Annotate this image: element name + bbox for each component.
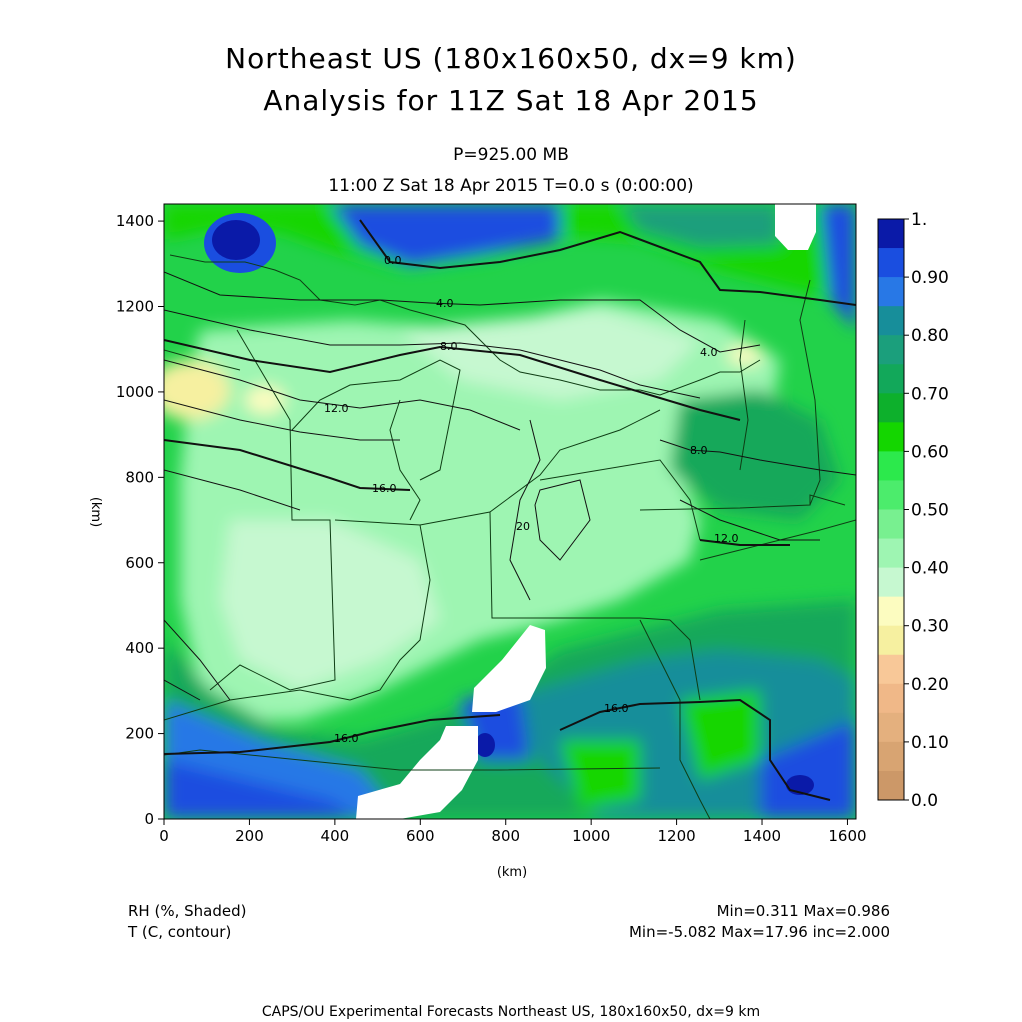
temperature-min-max: Min=-5.082 Max=17.96 inc=2.000 bbox=[628, 923, 890, 941]
colorbar: 1. 0.90 0.80 0.70 0.60 0.50 0.40 0.30 0.20 0.10 0.… bbox=[877, 210, 949, 811]
colorbar-label: 0.0 bbox=[911, 791, 938, 811]
colorbar-swatch bbox=[878, 683, 904, 714]
colorbar-swatch bbox=[878, 567, 904, 598]
y-tick-label: 200 bbox=[125, 725, 154, 743]
temperature-contours bbox=[164, 219, 856, 801]
colorbar-swatch bbox=[878, 393, 904, 423]
colorbar-label: 0.70 bbox=[911, 384, 949, 404]
colorbar-swatch bbox=[878, 306, 904, 336]
x-tick-label: 600 bbox=[406, 827, 435, 845]
colorbar-swatch bbox=[878, 422, 904, 452]
valid-time: 11:00 Z Sat 18 Apr 2015 T=0.0 s (0:00:00… bbox=[328, 176, 694, 196]
contour-label: 4.0 bbox=[700, 346, 718, 359]
temperature-field-label: T (C, contour) bbox=[128, 923, 232, 941]
colorbar-label: 0.30 bbox=[911, 617, 949, 637]
x-axis: 0 200 400 600 800 1000 1200 1400 1600 bbox=[159, 819, 867, 845]
colorbar-swatch bbox=[878, 364, 904, 394]
plot-frame bbox=[163, 203, 857, 820]
x-tick-label: 1400 bbox=[743, 827, 781, 845]
contour-label: 0.0 bbox=[384, 254, 402, 267]
map-title-line1: Northeast US (180x160x50, dx=9 km) bbox=[225, 42, 797, 75]
colorbar-label: 0.10 bbox=[911, 733, 949, 753]
y-tick-label: 800 bbox=[125, 468, 154, 486]
y-axis: 0 200 400 600 800 1000 1200 1400 bbox=[116, 212, 164, 828]
y-tick-label: 1400 bbox=[116, 212, 154, 230]
contour-label: 16.0 bbox=[334, 732, 359, 745]
x-tick-label: 1000 bbox=[572, 827, 610, 845]
contour-label: 12.0 bbox=[714, 532, 739, 545]
colorbar-label: 1. bbox=[911, 210, 927, 230]
contour-label: 20 bbox=[516, 520, 530, 533]
contour-label: 16.0 bbox=[604, 702, 629, 715]
x-axis-title: (km) bbox=[497, 865, 527, 880]
colorbar-swatch bbox=[878, 596, 904, 627]
colorbar-label: 0.50 bbox=[911, 501, 949, 521]
colorbar-swatch bbox=[878, 538, 904, 569]
rh-min-max: Min=0.311 Max=0.986 bbox=[716, 902, 890, 920]
colorbar-swatch bbox=[878, 712, 904, 743]
geographic-boundaries bbox=[164, 254, 856, 819]
colorbar-swatch bbox=[878, 335, 904, 365]
x-tick-label: 0 bbox=[159, 827, 169, 845]
colorbar-label: 0.90 bbox=[911, 268, 949, 288]
colorbar-swatch bbox=[878, 741, 904, 772]
rh-field-label: RH (%, Shaded) bbox=[128, 902, 247, 920]
colorbar-swatch bbox=[878, 509, 904, 540]
colorbar-swatch bbox=[878, 248, 904, 278]
colorbar-label: 0.40 bbox=[911, 559, 949, 579]
colorbar-swatch bbox=[878, 480, 904, 510]
colorbar-swatch bbox=[878, 451, 904, 481]
x-tick-label: 800 bbox=[491, 827, 520, 845]
x-tick-label: 1200 bbox=[657, 827, 695, 845]
y-axis-title: (km) bbox=[88, 497, 103, 527]
contour-label: 8.0 bbox=[690, 444, 708, 457]
x-tick-label: 1600 bbox=[828, 827, 866, 845]
colorbar-swatch bbox=[878, 770, 904, 801]
y-tick-label: 600 bbox=[125, 554, 154, 572]
credit-line: CAPS/OU Experimental Forecasts Northeast… bbox=[261, 1004, 761, 1020]
colorbar-swatch bbox=[878, 277, 904, 307]
colorbar-label: 0.20 bbox=[911, 675, 949, 695]
contour-label: 4.0 bbox=[436, 297, 454, 310]
rh-shaded-field bbox=[164, 204, 856, 819]
pressure-level: P=925.00 MB bbox=[453, 145, 569, 165]
contour-label: 12.0 bbox=[324, 402, 349, 415]
colorbar-label: 0.80 bbox=[911, 326, 949, 346]
map-title-line2: Analysis for 11Z Sat 18 Apr 2015 bbox=[263, 84, 759, 117]
colorbar-swatch bbox=[878, 625, 904, 656]
colorbar-label: 0.60 bbox=[911, 442, 949, 462]
contour-label: 8.0 bbox=[440, 340, 458, 353]
colorbar-swatch bbox=[878, 219, 904, 249]
contour-label: 16.0 bbox=[372, 482, 397, 495]
contour-labels: 0.0 4.0 8.0 12.0 16.0 4.0 8.0 12.0 16.0 … bbox=[324, 254, 739, 745]
y-tick-label: 1200 bbox=[116, 298, 154, 316]
x-tick-label: 200 bbox=[235, 827, 264, 845]
y-tick-label: 0 bbox=[144, 810, 154, 828]
y-tick-label: 400 bbox=[125, 639, 154, 657]
y-tick-label: 1000 bbox=[116, 383, 154, 401]
x-tick-label: 400 bbox=[321, 827, 350, 845]
colorbar-swatch bbox=[878, 654, 904, 685]
